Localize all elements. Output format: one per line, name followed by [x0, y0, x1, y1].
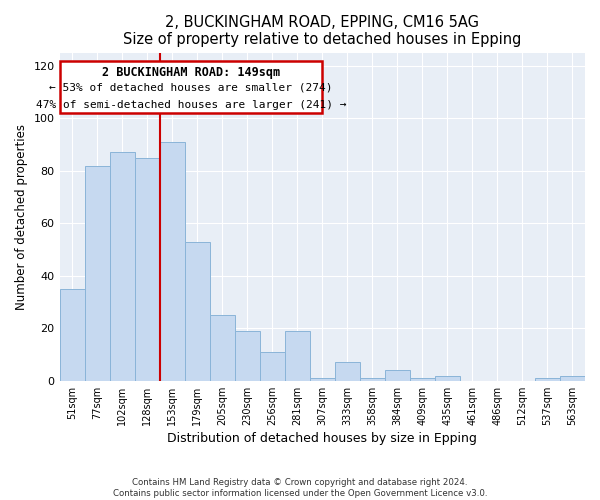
Bar	[110, 152, 134, 381]
Bar	[260, 352, 285, 381]
Title: 2, BUCKINGHAM ROAD, EPPING, CM16 5AG
Size of property relative to detached house: 2, BUCKINGHAM ROAD, EPPING, CM16 5AG Siz…	[123, 15, 521, 48]
Bar	[560, 376, 585, 381]
Bar	[160, 142, 185, 381]
Bar	[335, 362, 360, 381]
Bar	[185, 242, 209, 381]
Bar	[435, 376, 460, 381]
Bar	[59, 289, 85, 381]
Text: ← 53% of detached houses are smaller (274): ← 53% of detached houses are smaller (27…	[49, 83, 332, 93]
Bar	[209, 315, 235, 381]
Bar	[285, 331, 310, 381]
Bar	[360, 378, 385, 381]
Text: 47% of semi-detached houses are larger (241) →: 47% of semi-detached houses are larger (…	[35, 100, 346, 110]
Bar	[134, 158, 160, 381]
Text: Contains HM Land Registry data © Crown copyright and database right 2024.
Contai: Contains HM Land Registry data © Crown c…	[113, 478, 487, 498]
Bar	[59, 60, 322, 113]
Bar	[310, 378, 335, 381]
Bar	[535, 378, 560, 381]
Text: 2 BUCKINGHAM ROAD: 149sqm: 2 BUCKINGHAM ROAD: 149sqm	[102, 66, 280, 79]
X-axis label: Distribution of detached houses by size in Epping: Distribution of detached houses by size …	[167, 432, 477, 445]
Bar	[410, 378, 435, 381]
Bar	[85, 166, 110, 381]
Y-axis label: Number of detached properties: Number of detached properties	[15, 124, 28, 310]
Bar	[235, 331, 260, 381]
Bar	[385, 370, 410, 381]
